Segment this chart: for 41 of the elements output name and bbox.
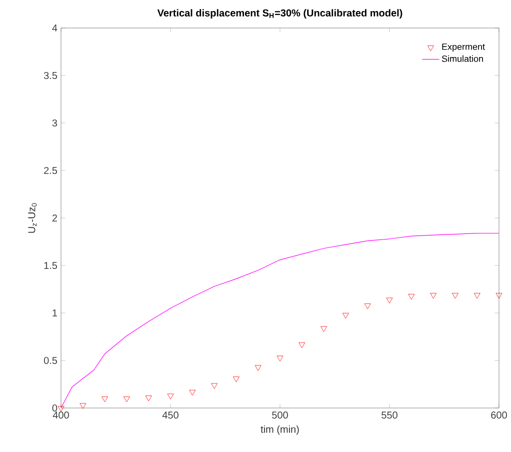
point xyxy=(145,396,152,402)
point xyxy=(276,356,284,362)
y-tick-label: 4 xyxy=(52,24,58,32)
y-tick-label: 2.5 xyxy=(44,166,58,174)
y-tick-label: 0.5 xyxy=(44,356,58,364)
point xyxy=(496,292,502,299)
y-tick-label: 3 xyxy=(52,119,58,127)
point xyxy=(80,403,86,409)
point xyxy=(123,396,130,402)
point xyxy=(189,390,196,396)
line-series xyxy=(61,232,499,408)
y-tick-label: 0 xyxy=(52,404,58,412)
point xyxy=(342,312,349,319)
x-tick-label: 450 xyxy=(162,412,178,419)
y-axis-title: U$_{z}$-Uz$_{0}$ xyxy=(28,203,37,233)
point xyxy=(167,394,174,400)
x-tick-label: 500 xyxy=(272,412,288,419)
point xyxy=(430,292,437,299)
x-axis-title: tim (min) xyxy=(260,425,299,435)
point xyxy=(211,383,218,389)
point xyxy=(320,326,328,332)
legend-label: Experment xyxy=(442,44,485,52)
point xyxy=(298,342,306,348)
legend-label: Simulation xyxy=(442,55,483,62)
point xyxy=(452,292,458,299)
point xyxy=(102,396,108,402)
point xyxy=(254,365,262,371)
point xyxy=(364,303,371,310)
x-tick-label: 400 xyxy=(52,412,69,419)
point xyxy=(58,406,64,412)
y-tick-label: 1.5 xyxy=(44,262,58,269)
chart-title: Vertical displacement S$_{H}$=30% (Uncalibrated model) xyxy=(157,9,402,18)
x-tick-label: 550 xyxy=(382,412,398,419)
point xyxy=(474,292,480,299)
point xyxy=(386,298,393,304)
y-tick-label: 2 xyxy=(52,214,57,222)
x-tick-label: 600 xyxy=(491,412,507,419)
point xyxy=(408,294,415,300)
y-tick-label: 3.5 xyxy=(44,72,58,80)
y-tick-label: 1 xyxy=(52,310,57,316)
point xyxy=(232,376,240,382)
